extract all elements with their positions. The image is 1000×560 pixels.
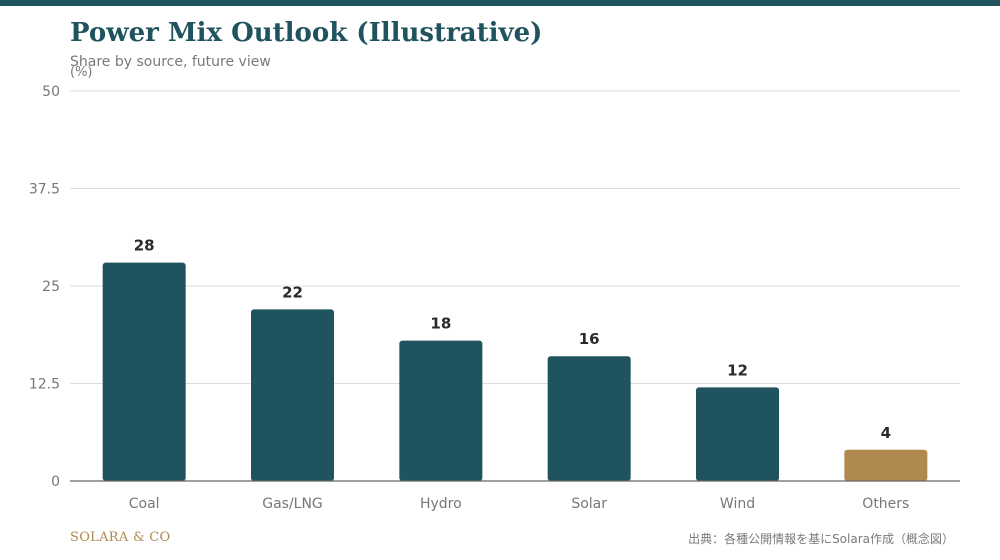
x-tick-label: Gas/LNG (262, 496, 323, 512)
x-tick-label: Coal (129, 496, 160, 512)
bar-value-label: 28 (134, 237, 155, 255)
chart-subtitle: Share by source, future view (70, 54, 271, 70)
bar-value-label: 12 (727, 361, 748, 379)
y-tick-label: 12.5 (29, 377, 60, 393)
bar (844, 449, 928, 481)
x-tick-label: Wind (720, 496, 755, 512)
y-axis-unit-label: (%) (70, 65, 93, 80)
x-tick-label: Others (862, 496, 909, 512)
y-tick-label: 25 (42, 279, 60, 295)
x-tick-label: Solar (571, 496, 607, 512)
chart-title: Power Mix Outlook (Illustrative) (70, 18, 543, 48)
bar (696, 387, 779, 481)
brand-logo-text: SOLARA & CO (70, 530, 171, 545)
source-note: 出典：各種公開情報を基にSolara作成（概念図） (688, 532, 954, 546)
bars: 28 22 18 16 12 4 (102, 237, 928, 481)
bar-value-label: 16 (579, 330, 600, 348)
bar (547, 356, 631, 481)
y-tick-label: 37.5 (29, 182, 60, 198)
bar-value-label: 22 (282, 283, 303, 301)
y-tick-label: 50 (42, 84, 60, 100)
y-axis-ticks: 0 12.5 25 37.5 50 (29, 84, 60, 490)
top-accent-bar (0, 0, 1000, 6)
y-tick-label: 0 (51, 474, 60, 490)
bar (399, 340, 483, 481)
bar (102, 262, 186, 481)
bar-value-label: 4 (881, 424, 891, 442)
x-axis-ticks: Coal Gas/LNG Hydro Solar Wind Others (129, 496, 910, 512)
bar (251, 309, 334, 481)
x-tick-label: Hydro (420, 496, 462, 512)
grid-lines (70, 90, 960, 384)
bar-value-label: 18 (430, 315, 451, 333)
